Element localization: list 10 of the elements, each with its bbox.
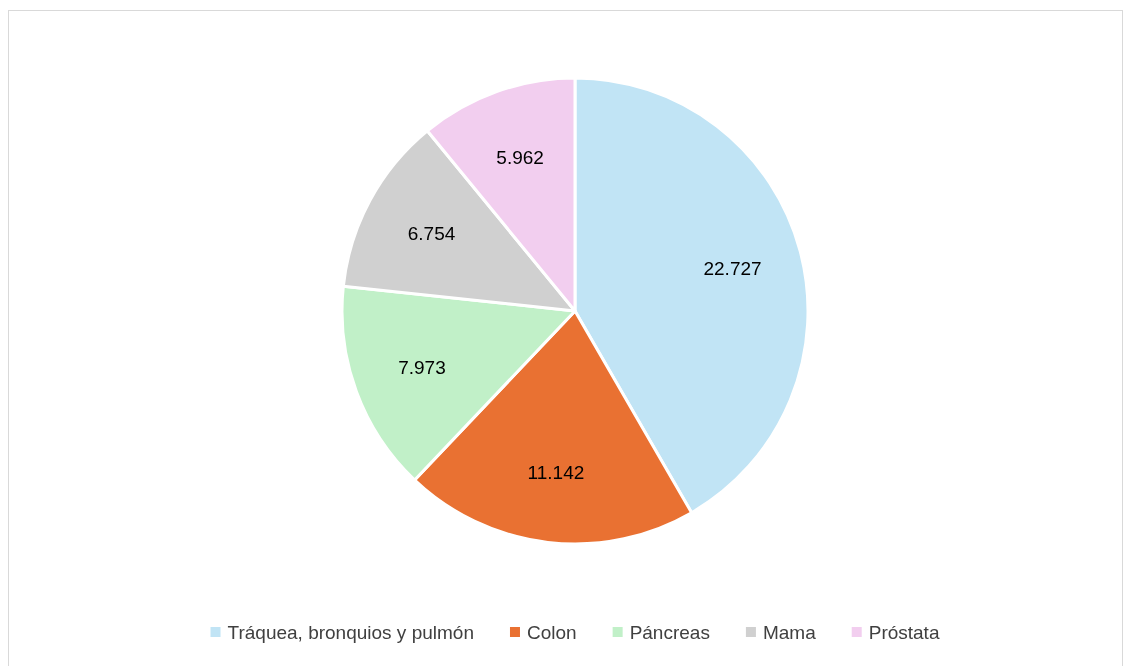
data-label: 22.727 xyxy=(703,258,762,280)
legend-label: Tráquea, bronquios y pulmón xyxy=(227,621,474,643)
legend-label: Mama xyxy=(762,621,817,643)
data-label: 11.142 xyxy=(527,462,585,484)
legend-label: Páncreas xyxy=(629,621,710,643)
legend-label: Colon xyxy=(526,621,577,643)
legend-label: Próstata xyxy=(868,621,940,643)
data-label: 6.754 xyxy=(407,222,456,244)
data-label: 7.973 xyxy=(398,356,446,378)
data-label: 5.962 xyxy=(496,146,544,168)
